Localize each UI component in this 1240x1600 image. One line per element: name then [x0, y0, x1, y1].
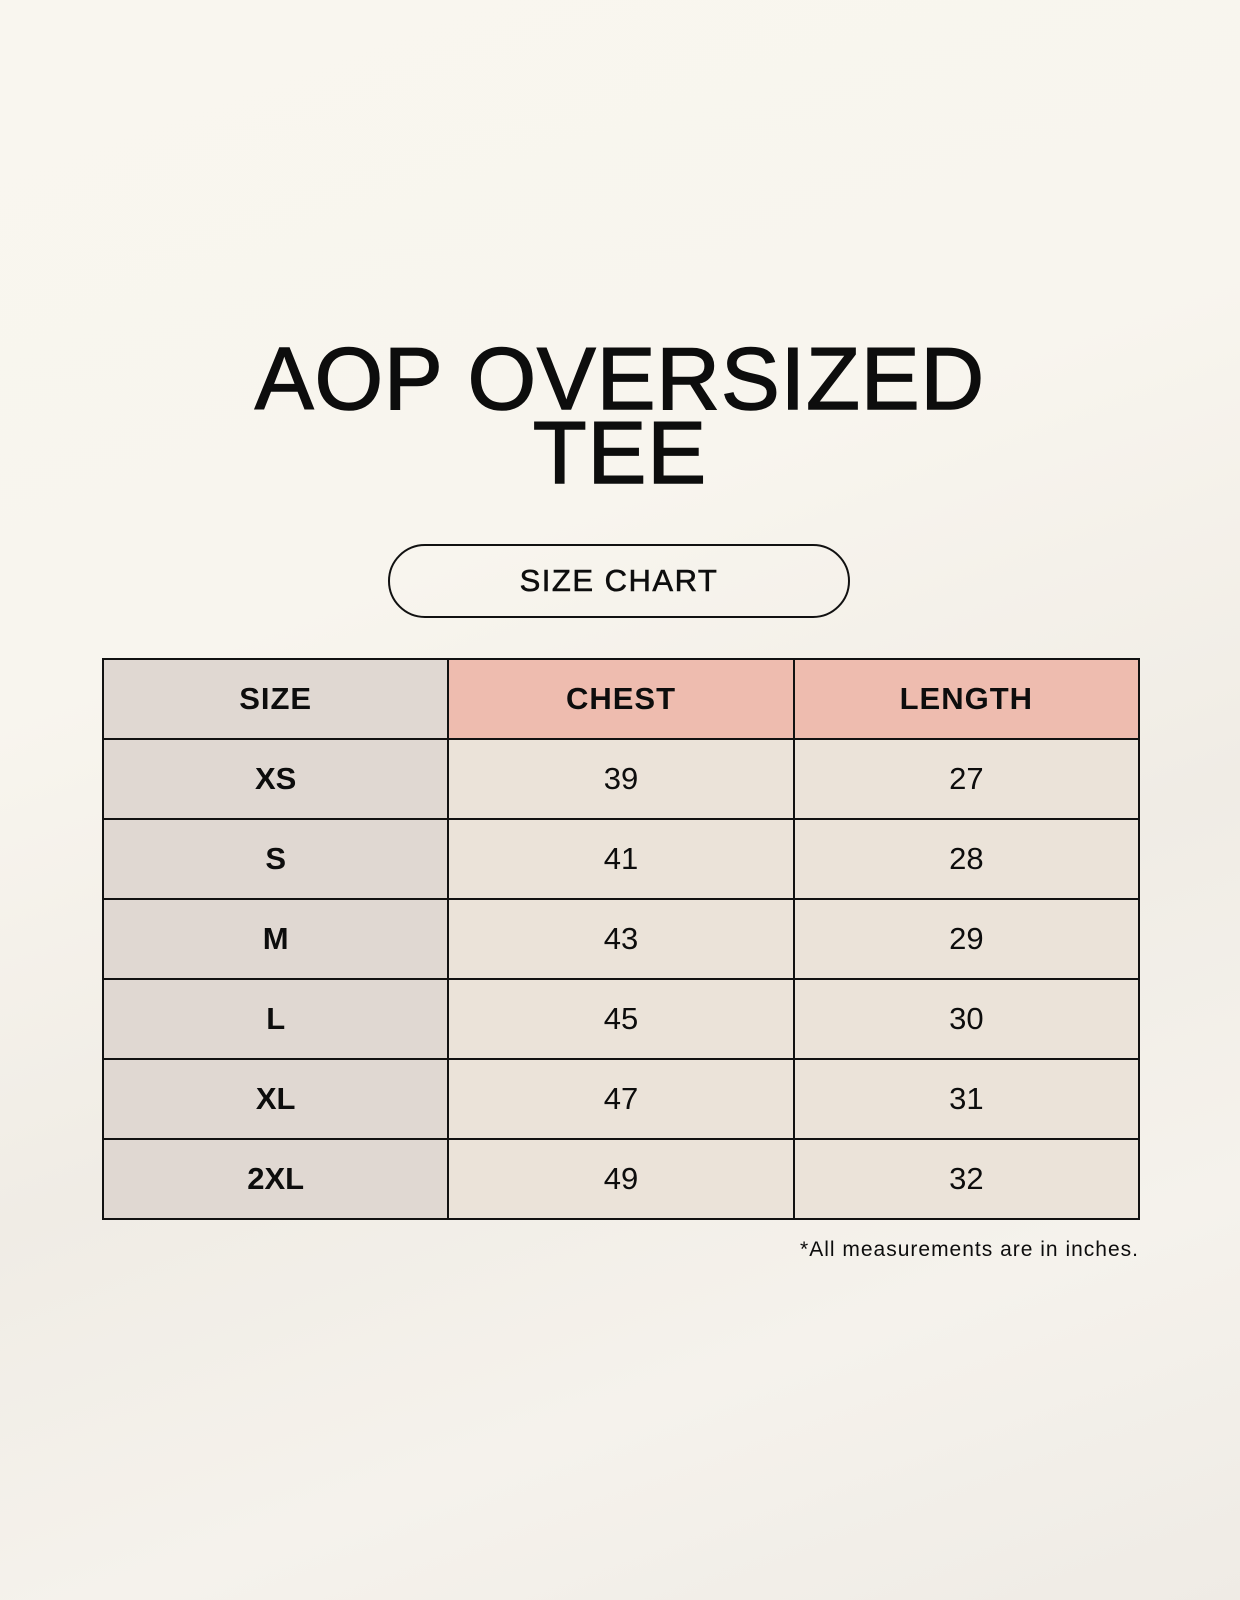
page-title: AOP OVERSIZED TEE [0, 329, 1240, 502]
cell-size: XS [101, 738, 450, 820]
title-line-2: TEE [532, 403, 708, 502]
size-table: SIZE CHEST LENGTH XS 39 27 S 41 28 M 43 29 L 45 30 X… [101, 658, 1141, 1220]
cell-size: 2XL [101, 1138, 450, 1220]
table-row: M 43 29 [101, 898, 1141, 980]
cell-chest: 45 [447, 978, 795, 1060]
footnote: *All measurements are in inches. [800, 1238, 1139, 1261]
cell-length: 32 [792, 1138, 1141, 1220]
cell-length: 28 [792, 818, 1141, 900]
cell-chest: 47 [447, 1058, 795, 1140]
cell-length: 27 [792, 738, 1141, 820]
cell-chest: 43 [447, 898, 795, 980]
cell-size: S [101, 818, 450, 900]
cell-size: M [101, 898, 450, 980]
table-row: L 45 30 [101, 978, 1141, 1060]
size-chart-badge: SIZE CHART [388, 544, 850, 618]
cell-length: 30 [792, 978, 1141, 1060]
table-row: XL 47 31 [101, 1058, 1141, 1140]
cell-chest: 41 [447, 818, 795, 900]
header-chest: CHEST [447, 658, 795, 740]
cell-size: L [101, 978, 450, 1060]
table-row: XS 39 27 [101, 738, 1141, 820]
table-header-row: SIZE CHEST LENGTH [101, 658, 1141, 740]
header-length: LENGTH [792, 658, 1141, 740]
table-row: 2XL 49 32 [101, 1138, 1141, 1220]
cell-length: 29 [792, 898, 1141, 980]
cell-length: 31 [792, 1058, 1141, 1140]
header-size: SIZE [101, 658, 450, 740]
cell-size: XL [101, 1058, 450, 1140]
title-line-1: AOP OVERSIZED [254, 329, 986, 428]
table-row: S 41 28 [101, 818, 1141, 900]
cell-chest: 49 [447, 1138, 795, 1220]
cell-chest: 39 [447, 738, 795, 820]
